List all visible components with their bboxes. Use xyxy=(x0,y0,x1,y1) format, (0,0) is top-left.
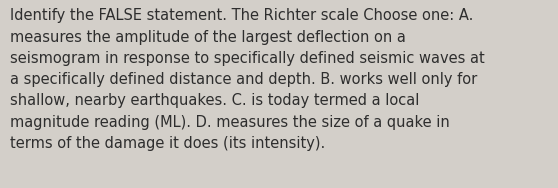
Text: Identify the FALSE statement. The Richter scale Choose one: A.
measures the ampl: Identify the FALSE statement. The Richte… xyxy=(10,8,485,151)
